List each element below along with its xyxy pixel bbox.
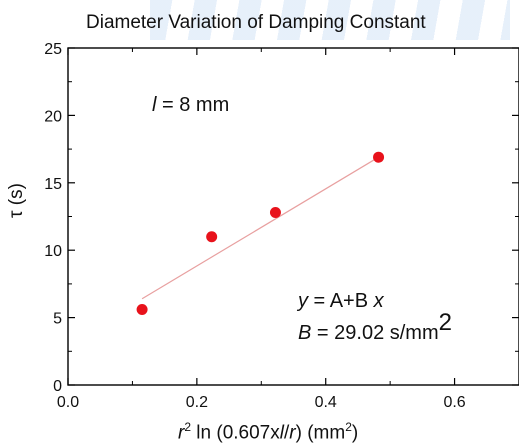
watermark-band bbox=[150, 0, 510, 40]
x-tick-label: 0.4 bbox=[315, 394, 337, 411]
slope-value: = 29.02 s/mm bbox=[311, 322, 439, 344]
length-annotation: l = 8 mm bbox=[152, 94, 229, 117]
x-axis-label: r2 ln (0.607xl/r) (mm2) bbox=[178, 420, 358, 444]
x-tick-labels: 0.0 0.2 0.4 0.6 bbox=[57, 394, 466, 411]
x-tick-label: 0.2 bbox=[186, 394, 208, 411]
length-value: = 8 mm bbox=[156, 94, 230, 116]
y-tick-label: 10 bbox=[44, 243, 62, 260]
slope-annotation: B = 29.02 s/mm2 bbox=[298, 309, 452, 346]
slope-symbol: B bbox=[298, 322, 312, 344]
data-point bbox=[269, 206, 281, 218]
x-label-sup: 2 bbox=[184, 420, 192, 434]
x-tick-label: 0.0 bbox=[57, 394, 79, 411]
slope-unit-sup: 2 bbox=[438, 309, 452, 336]
data-points bbox=[136, 151, 385, 316]
y-tick-label: 20 bbox=[44, 108, 62, 125]
x-label-r: r bbox=[178, 422, 185, 444]
chart-title: Diameter Variation of Damping Constant bbox=[86, 12, 426, 33]
y-tick-label: 25 bbox=[44, 41, 62, 58]
length-symbol: l bbox=[152, 94, 157, 116]
x-tick-label: 0.6 bbox=[443, 394, 465, 411]
y-tick-label: 0 bbox=[53, 378, 62, 395]
data-point bbox=[373, 151, 385, 163]
x-label-slash: / bbox=[283, 422, 290, 444]
fit-equation: y = A+B x bbox=[298, 290, 384, 313]
fit-line bbox=[141, 156, 379, 300]
data-point bbox=[206, 231, 218, 243]
x-label-mid: ln (0.607x bbox=[191, 422, 280, 444]
x-label-end: ) bbox=[351, 422, 359, 444]
fit-y: y bbox=[298, 290, 308, 312]
x-label-l: l bbox=[279, 422, 284, 444]
fit-x: x bbox=[373, 290, 384, 312]
fit-eq: = A+B bbox=[308, 290, 374, 312]
x-label-r2: r bbox=[289, 422, 296, 444]
x-label-close: ) (mm bbox=[295, 422, 346, 444]
axis-ticks bbox=[67, 47, 519, 386]
data-point bbox=[136, 304, 148, 316]
x-label-unit-sup: 2 bbox=[345, 420, 352, 434]
y-tick-labels: 0 5 10 15 20 25 bbox=[44, 41, 62, 395]
y-axis-label: τ (s) bbox=[6, 183, 27, 218]
y-tick-label: 5 bbox=[53, 311, 62, 328]
y-tick-label: 15 bbox=[44, 176, 62, 193]
